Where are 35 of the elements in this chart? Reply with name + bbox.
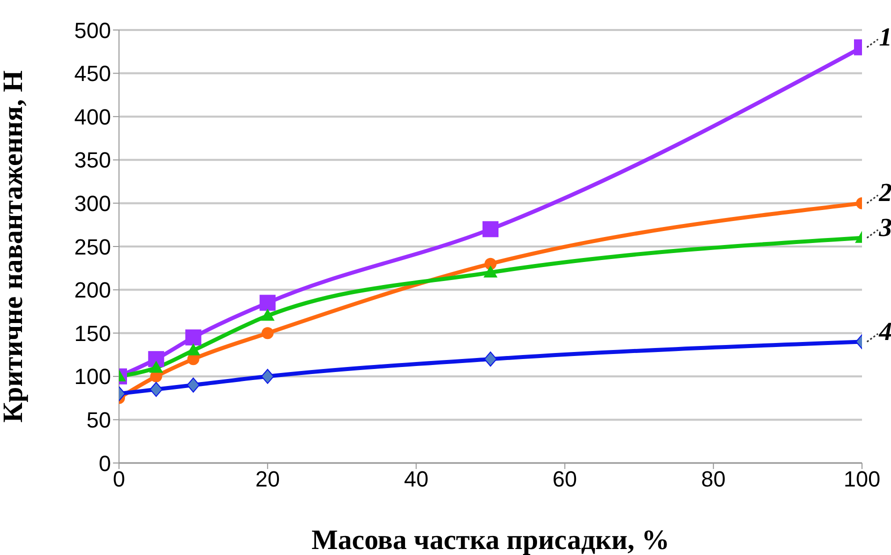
point xyxy=(150,382,163,397)
series-label: 4 xyxy=(878,316,891,346)
y-tick-label: 300 xyxy=(74,191,111,216)
y-tick-label: 250 xyxy=(74,234,111,260)
point xyxy=(260,308,275,321)
x-tick-label: 60 xyxy=(552,466,578,492)
x-tick-label: 80 xyxy=(701,466,726,492)
y-tick-label: 0 xyxy=(98,450,111,476)
point xyxy=(185,329,202,346)
y-tick-label: 50 xyxy=(86,408,111,433)
x-axis-title: Масова частка присадки, % xyxy=(312,525,670,555)
series-label: 3 xyxy=(878,212,891,242)
point xyxy=(484,258,496,270)
point xyxy=(262,327,274,340)
y-tick-label: 400 xyxy=(74,104,111,130)
y-tick-label: 150 xyxy=(74,320,111,346)
x-tick-label: 40 xyxy=(404,466,428,492)
point xyxy=(149,360,164,373)
x-tick-label: 100 xyxy=(844,466,880,492)
series-label: 1 xyxy=(879,22,891,52)
y-tick-label: 100 xyxy=(74,364,111,390)
point xyxy=(186,378,200,393)
y-tick-label: 350 xyxy=(74,148,111,173)
point xyxy=(186,343,200,356)
point xyxy=(484,352,497,367)
y-tick-label: 450 xyxy=(74,61,111,86)
y-tick-label: 500 xyxy=(74,18,111,43)
x-tick-label: 20 xyxy=(255,466,280,492)
point xyxy=(482,221,498,238)
y-tick-label: 200 xyxy=(74,278,111,303)
point xyxy=(260,294,276,311)
point xyxy=(261,368,274,384)
point xyxy=(148,351,164,368)
y-axis-title: Критичне навантаження, Н xyxy=(0,70,29,423)
point xyxy=(484,265,498,278)
